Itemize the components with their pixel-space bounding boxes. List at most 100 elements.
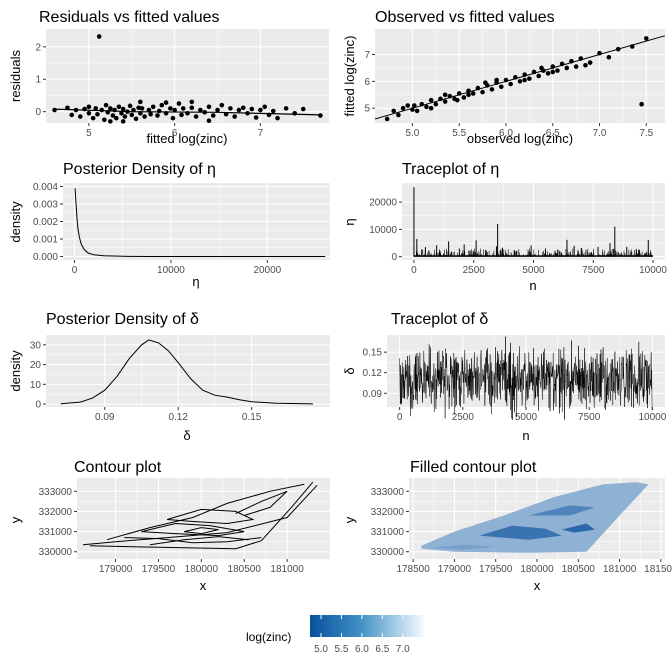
data-point	[138, 99, 143, 105]
data-point	[120, 106, 126, 112]
data-point	[480, 89, 485, 95]
x-axis-label: δ	[183, 428, 190, 443]
data-point	[411, 103, 417, 108]
legend-tick-label: 7.0	[396, 644, 410, 655]
data-point	[90, 115, 96, 121]
data-point	[494, 77, 499, 83]
y-axis-label: y	[8, 516, 23, 523]
x-tick-label: 7.5	[639, 128, 653, 139]
data-point	[629, 44, 635, 49]
contour-line	[106, 483, 305, 541]
data-point	[179, 112, 184, 118]
data-point	[419, 101, 425, 107]
y-axis-label: residuals	[8, 49, 23, 102]
data-point	[438, 96, 443, 102]
data-point	[189, 99, 195, 105]
y-tick-label: 10	[30, 380, 42, 391]
x-axis-label: x	[200, 578, 207, 593]
x-tick-label: 2500	[463, 265, 486, 276]
y-tick-label: 0	[35, 400, 41, 411]
panel-delta-trace: Traceplot of δ n δ 0 2500 5000 7500 10000 0.0…	[342, 311, 667, 443]
x-tick-label: 180500	[562, 564, 596, 575]
data-point	[583, 62, 588, 68]
data-point	[569, 58, 574, 64]
data-point	[139, 106, 145, 111]
x-tick-label: 5	[86, 128, 92, 139]
data-point	[615, 46, 621, 52]
panel-filled: Filled contour plot x y 178500 179000 1795…	[342, 459, 672, 593]
data-point	[148, 111, 153, 117]
legend-tick-label: 6.5	[375, 644, 389, 655]
chart-title: Residuals vs fitted values	[39, 9, 220, 26]
x-tick-label: 0.09	[95, 412, 115, 423]
x-tick-label: 0.15	[242, 412, 262, 423]
data-point	[384, 116, 390, 122]
y-tick-label: 0.002	[33, 217, 58, 228]
data-point	[508, 81, 513, 87]
data-point	[168, 106, 173, 111]
data-point	[105, 110, 111, 115]
x-tick-label: 20000	[253, 265, 281, 276]
data-point	[424, 104, 429, 110]
data-point	[122, 114, 128, 119]
filled-region	[421, 482, 649, 553]
y-tick-label: 0.12	[363, 368, 383, 379]
y-tick-label: 0.003	[33, 200, 58, 211]
data-point	[266, 112, 272, 118]
y-tick-label: 6	[364, 77, 370, 88]
y-tick-label: 333000	[39, 487, 73, 498]
data-point	[442, 99, 448, 104]
data-point	[442, 92, 448, 98]
x-tick-label: 181000	[603, 564, 637, 575]
y-tick-label: 330000	[371, 547, 405, 558]
data-point	[300, 106, 306, 112]
y-axis-label: y	[342, 516, 357, 523]
data-point	[119, 110, 124, 116]
data-point	[223, 111, 229, 117]
data-point	[643, 36, 649, 41]
data-point	[193, 114, 199, 119]
data-point	[189, 105, 195, 111]
x-axis-label: fitted log(zinc)	[147, 131, 228, 146]
y-tick-label: 30	[30, 340, 42, 351]
contour-line	[149, 536, 249, 546]
y-tick-label: 20000	[369, 198, 397, 209]
data-point	[447, 93, 453, 99]
y-tick-label: 0.000	[33, 252, 58, 263]
data-point	[522, 72, 527, 77]
data-point	[396, 112, 401, 118]
x-tick-label: 7500	[582, 265, 605, 276]
y-tick-label: 20	[30, 360, 42, 371]
data-point	[82, 106, 87, 112]
y-tick-label: 2	[35, 42, 41, 53]
x-tick-label: 6.5	[546, 128, 560, 139]
data-point	[245, 110, 250, 116]
data-point	[559, 61, 565, 67]
plot-background	[77, 478, 330, 559]
data-point	[176, 101, 182, 106]
data-point	[466, 92, 471, 98]
x-tick-label: 179000	[438, 564, 472, 575]
contour-line	[89, 481, 314, 550]
data-point	[163, 110, 169, 116]
y-axis-label: density	[8, 201, 23, 243]
y-tick-label: 331000	[39, 527, 73, 538]
data-point	[539, 65, 544, 71]
data-point	[78, 114, 83, 119]
data-point	[232, 114, 237, 119]
data-point	[517, 79, 523, 84]
legend-tick-label: 5.0	[314, 644, 328, 655]
panel-observed: Observed vs fitted values observed log(z…	[342, 9, 666, 146]
data-point	[198, 107, 203, 113]
data-point	[210, 113, 216, 118]
data-point	[391, 108, 397, 114]
panel-eta-trace: Traceplot of η n η 0 2500 5000 7500 10000 0 10…	[342, 161, 667, 293]
contour-line	[124, 537, 262, 544]
data-point	[108, 106, 113, 111]
x-tick-label: 7500	[578, 412, 601, 423]
y-tick-label: 0.004	[33, 182, 58, 193]
data-point	[292, 110, 297, 116]
data-point	[283, 106, 289, 111]
data-point	[513, 75, 518, 80]
plot-background	[375, 29, 665, 123]
